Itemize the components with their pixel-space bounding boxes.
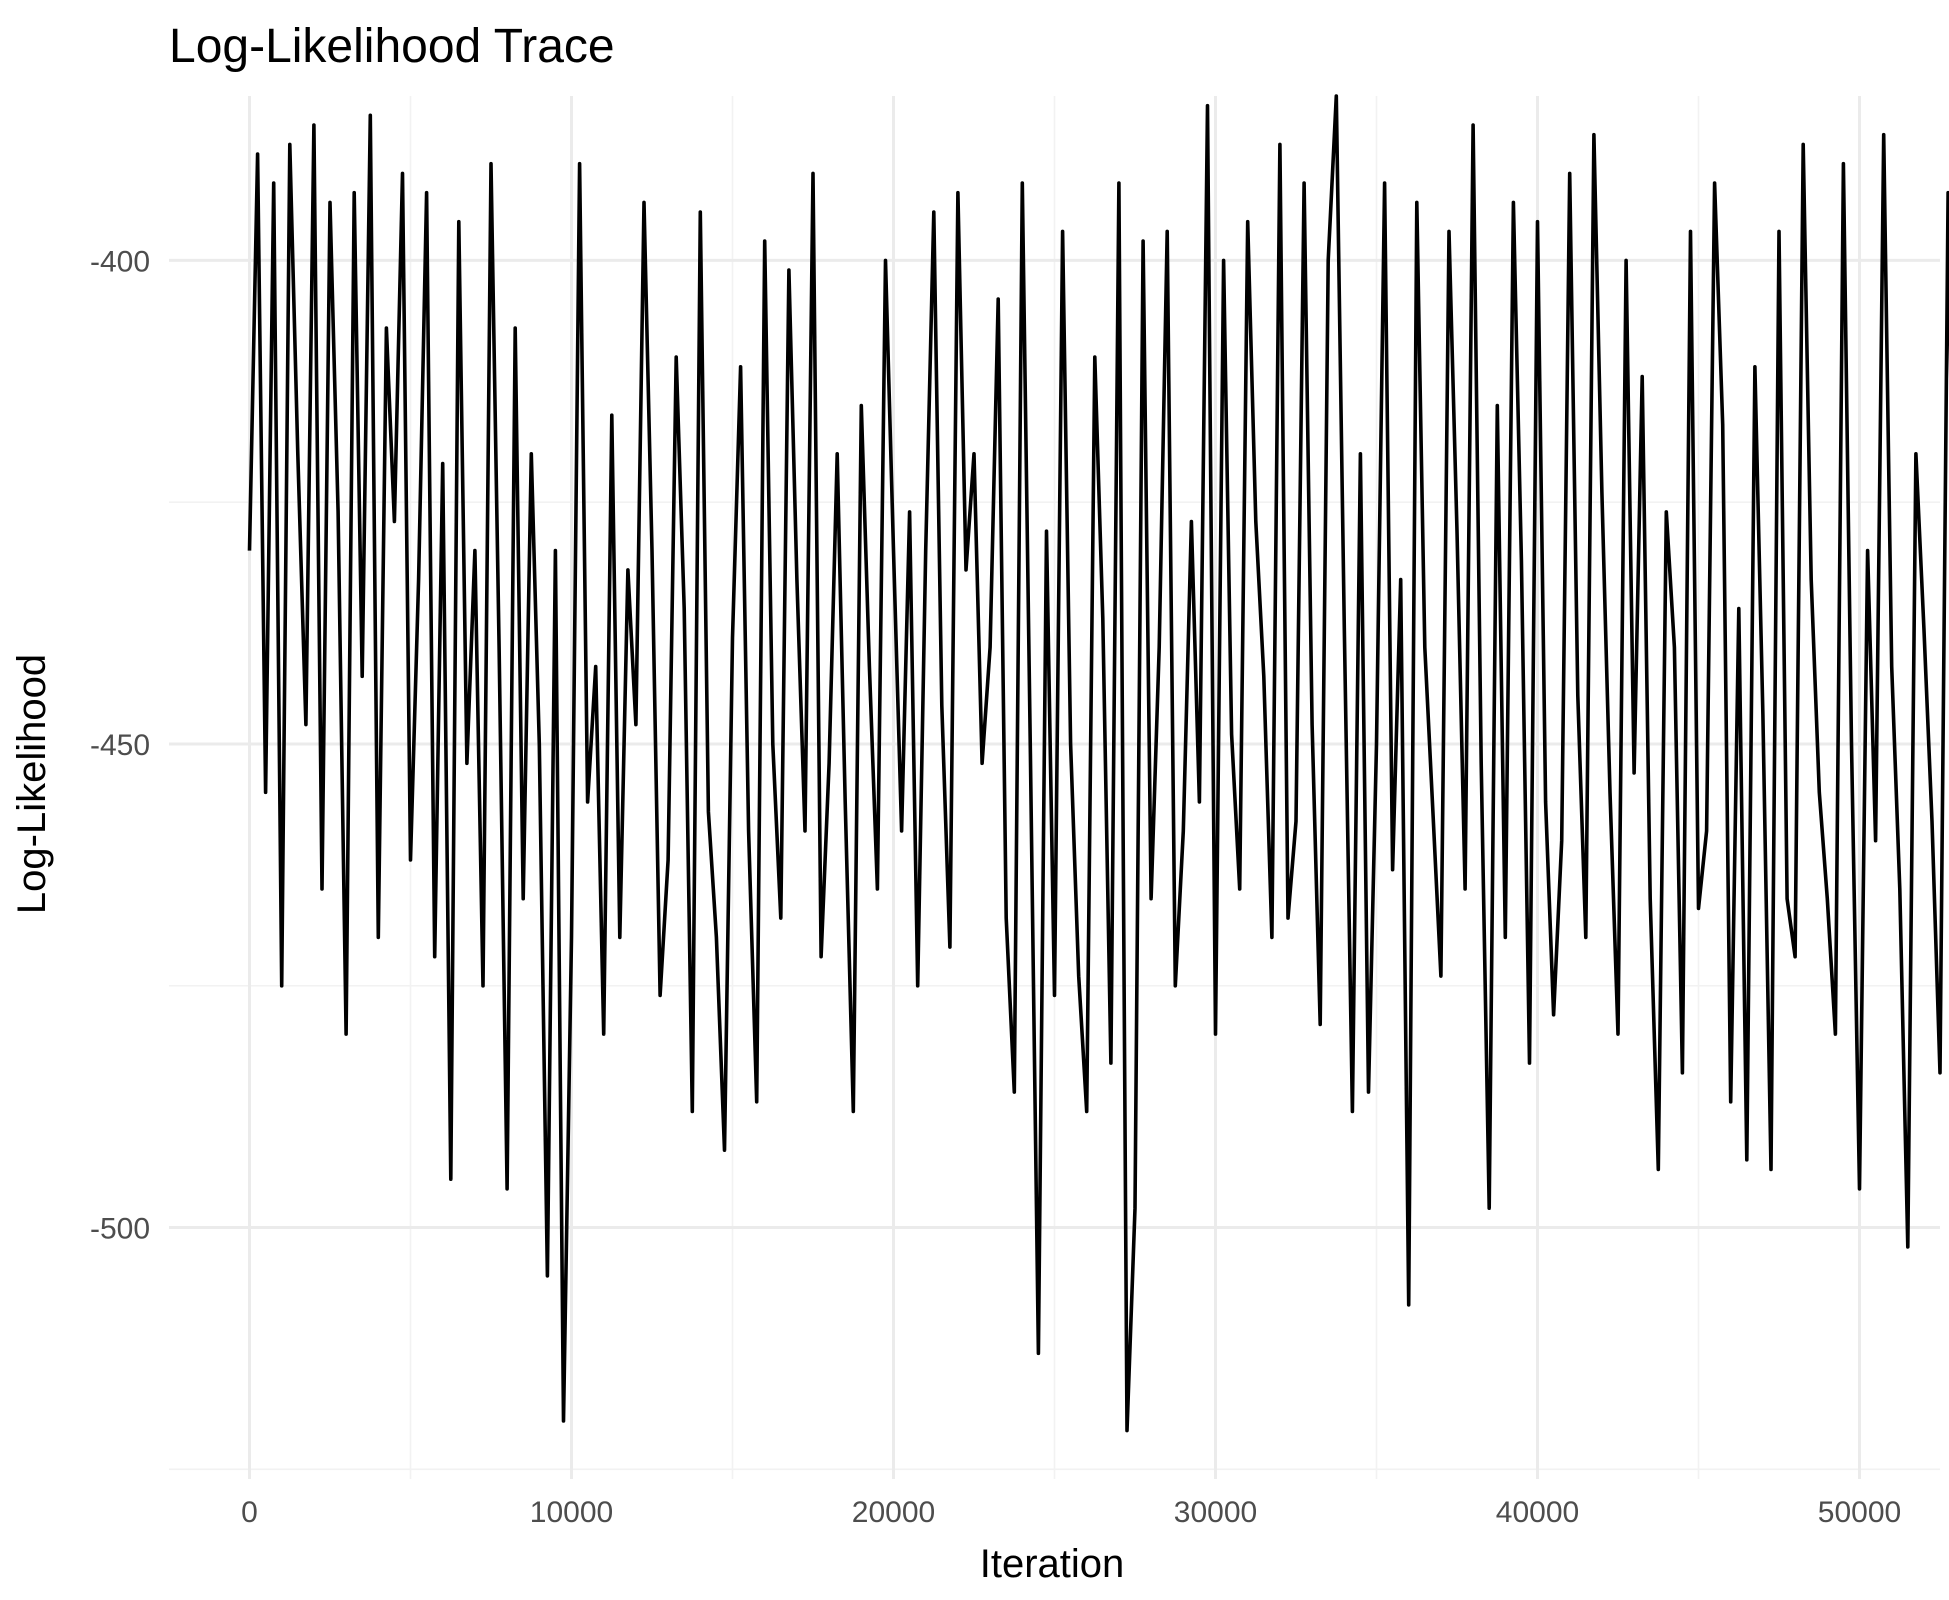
trace-line <box>247 94 1949 1433</box>
major-gridlines <box>169 96 1940 1479</box>
x-tick-label: 0 <box>241 1496 258 1529</box>
y-axis-tick-labels: -400 -450 -500 <box>90 245 150 1245</box>
chart-title: Log-Likelihood Trace <box>169 20 615 73</box>
x-axis-title: Iteration <box>980 1542 1125 1586</box>
y-axis-title: Log-Likelihood <box>10 654 54 914</box>
y-tick-label: -450 <box>90 729 150 762</box>
x-tick-label: 40000 <box>1496 1496 1579 1529</box>
x-tick-label: 50000 <box>1818 1496 1901 1529</box>
y-tick-label: -500 <box>90 1213 150 1246</box>
x-tick-label: 20000 <box>852 1496 935 1529</box>
x-axis-tick-labels: 0 10000 20000 30000 40000 50000 <box>241 1496 1901 1529</box>
x-tick-label: 10000 <box>530 1496 613 1529</box>
x-tick-label: 30000 <box>1174 1496 1257 1529</box>
y-tick-label: -400 <box>90 245 150 278</box>
